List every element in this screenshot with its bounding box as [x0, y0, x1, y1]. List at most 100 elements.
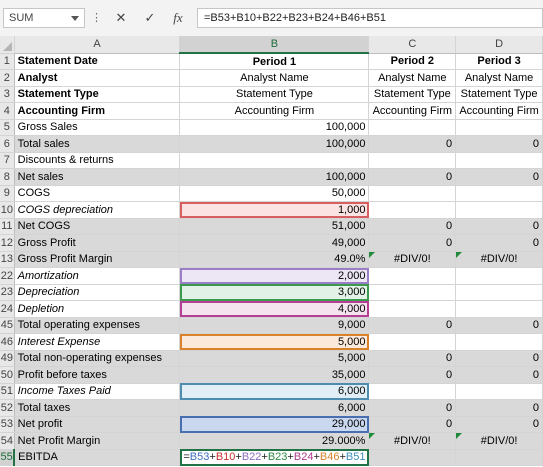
cell-a[interactable]: Net COGS — [14, 218, 181, 235]
cell-a[interactable]: Depletion — [14, 300, 181, 318]
cell-b[interactable]: Period 1 — [179, 53, 370, 70]
cell-b[interactable]: 3,000 — [179, 284, 370, 301]
cell-b[interactable]: 51,000 — [179, 218, 370, 235]
cell-b[interactable]: Statement Type — [179, 86, 370, 103]
cell-c[interactable] — [368, 300, 457, 318]
cell-c[interactable] — [368, 152, 457, 169]
cell-d[interactable] — [455, 185, 543, 202]
cell-d[interactable]: 0 — [455, 218, 543, 235]
column-header-b[interactable]: B — [179, 36, 370, 54]
row-header[interactable]: 8 — [0, 168, 15, 186]
row-header[interactable]: 12 — [0, 234, 15, 252]
cell-c[interactable]: 0 — [368, 168, 457, 186]
row-header[interactable]: 55 — [0, 449, 16, 466]
cell-c[interactable]: Analyst Name — [368, 69, 457, 87]
cell-a[interactable]: Net profit — [14, 416, 181, 433]
cell-c[interactable]: Statement Type — [368, 86, 457, 103]
cell-b[interactable]: 49.0% — [179, 251, 370, 268]
cell-d[interactable]: Analyst Name — [455, 69, 543, 87]
cell-d[interactable] — [455, 449, 543, 466]
cell-b[interactable]: 2,000 — [179, 267, 370, 285]
cell-d[interactable] — [455, 383, 543, 400]
row-header[interactable]: 11 — [0, 218, 15, 235]
cell-c[interactable]: Period 2 — [368, 53, 457, 70]
cell-d[interactable]: #DIV/0! — [455, 251, 543, 268]
cell-d[interactable] — [455, 152, 543, 169]
cell-b[interactable]: Accounting Firm — [179, 102, 370, 120]
cancel-icon[interactable]: ✕ — [115, 10, 127, 25]
cell-b[interactable]: 5,000 — [179, 350, 370, 367]
cell-b[interactable]: 50,000 — [179, 185, 370, 202]
row-header[interactable]: 4 — [0, 102, 15, 120]
cell-d[interactable] — [455, 267, 543, 285]
cell-d[interactable]: 0 — [455, 416, 543, 433]
cell-b[interactable]: 100,000 — [179, 119, 370, 136]
cell-d[interactable]: 0 — [455, 366, 543, 384]
row-header[interactable]: 51 — [0, 383, 15, 400]
cell-a[interactable]: COGS — [14, 185, 181, 202]
row-header[interactable]: 5 — [0, 119, 15, 136]
cell-a[interactable]: EBITDA — [14, 449, 181, 466]
cell-d[interactable]: Accounting Firm — [455, 102, 543, 120]
cell-c[interactable]: #DIV/0! — [368, 251, 457, 268]
row-header[interactable]: 54 — [0, 432, 15, 450]
cell-c[interactable]: 0 — [368, 234, 457, 252]
cell-b[interactable]: 6,000 — [179, 399, 370, 417]
cell-a[interactable]: Statement Date — [14, 53, 181, 70]
row-header[interactable]: 49 — [0, 350, 15, 367]
cell-c[interactable]: Accounting Firm — [368, 102, 457, 120]
cell-d[interactable]: 0 — [455, 168, 543, 186]
cell-c[interactable] — [368, 383, 457, 400]
column-header-a[interactable]: A — [14, 36, 181, 54]
insert-function-icon[interactable]: fx — [173, 10, 183, 25]
cell-a[interactable]: Gross Profit Margin — [14, 251, 181, 268]
row-header[interactable]: 6 — [0, 135, 15, 153]
cell-b[interactable]: 100,000 — [179, 168, 370, 186]
cell-b[interactable]: 4,000 — [179, 300, 370, 318]
cell-d[interactable]: Period 3 — [455, 53, 543, 70]
row-header[interactable]: 7 — [0, 152, 15, 169]
cell-d[interactable] — [455, 201, 543, 219]
cell-a[interactable]: Gross Profit — [14, 234, 181, 252]
cell-d[interactable] — [455, 333, 543, 351]
row-header[interactable]: 9 — [0, 185, 15, 202]
cell-a[interactable]: Net Profit Margin — [14, 432, 181, 450]
cell-b[interactable]: 49,000 — [179, 234, 370, 252]
cell-c[interactable] — [368, 201, 457, 219]
cell-b[interactable]: 29,000 — [179, 416, 370, 433]
row-header[interactable]: 52 — [0, 399, 15, 417]
cell-b[interactable]: 35,000 — [179, 366, 370, 384]
cell-a[interactable]: COGS depreciation — [14, 201, 181, 219]
cell-d[interactable] — [455, 119, 543, 136]
cell-b[interactable]: 100,000 — [179, 135, 370, 153]
cell-a[interactable]: Income Taxes Paid — [14, 383, 181, 400]
cell-d[interactable]: 0 — [455, 234, 543, 252]
cell-a[interactable]: Statement Type — [14, 86, 181, 103]
cell-c[interactable] — [368, 284, 457, 301]
cell-b[interactable] — [179, 152, 370, 169]
cell-c[interactable]: 0 — [368, 416, 457, 433]
row-header[interactable]: 2 — [0, 69, 15, 87]
row-header[interactable]: 1 — [0, 53, 15, 70]
formula-input[interactable]: =B53+B10+B22+B23+B24+B46+B51 — [197, 8, 543, 28]
cell-a[interactable]: Gross Sales — [14, 119, 181, 136]
cell-c[interactable]: 0 — [368, 350, 457, 367]
row-header[interactable]: 3 — [0, 86, 15, 103]
select-all-button[interactable] — [0, 36, 15, 54]
cell-c[interactable]: 0 — [368, 218, 457, 235]
chevron-down-icon[interactable] — [71, 16, 79, 21]
cell-b[interactable]: 5,000 — [179, 333, 370, 351]
cell-c[interactable]: 0 — [368, 317, 457, 334]
cell-a[interactable]: Analyst — [14, 69, 181, 87]
cell-c[interactable]: 0 — [368, 135, 457, 153]
row-header[interactable]: 13 — [0, 251, 15, 268]
cell-a[interactable]: Total operating expenses — [14, 317, 181, 334]
enter-icon[interactable]: ✓ — [144, 10, 156, 25]
cell-d[interactable]: Statement Type — [455, 86, 543, 103]
cell-d[interactable]: 0 — [455, 317, 543, 334]
cell-c[interactable] — [368, 185, 457, 202]
column-header-d[interactable]: D — [455, 36, 543, 54]
cell-a[interactable]: Profit before taxes — [14, 366, 181, 384]
cell-b[interactable]: 1,000 — [179, 201, 370, 219]
cell-a[interactable]: Total sales — [14, 135, 181, 153]
